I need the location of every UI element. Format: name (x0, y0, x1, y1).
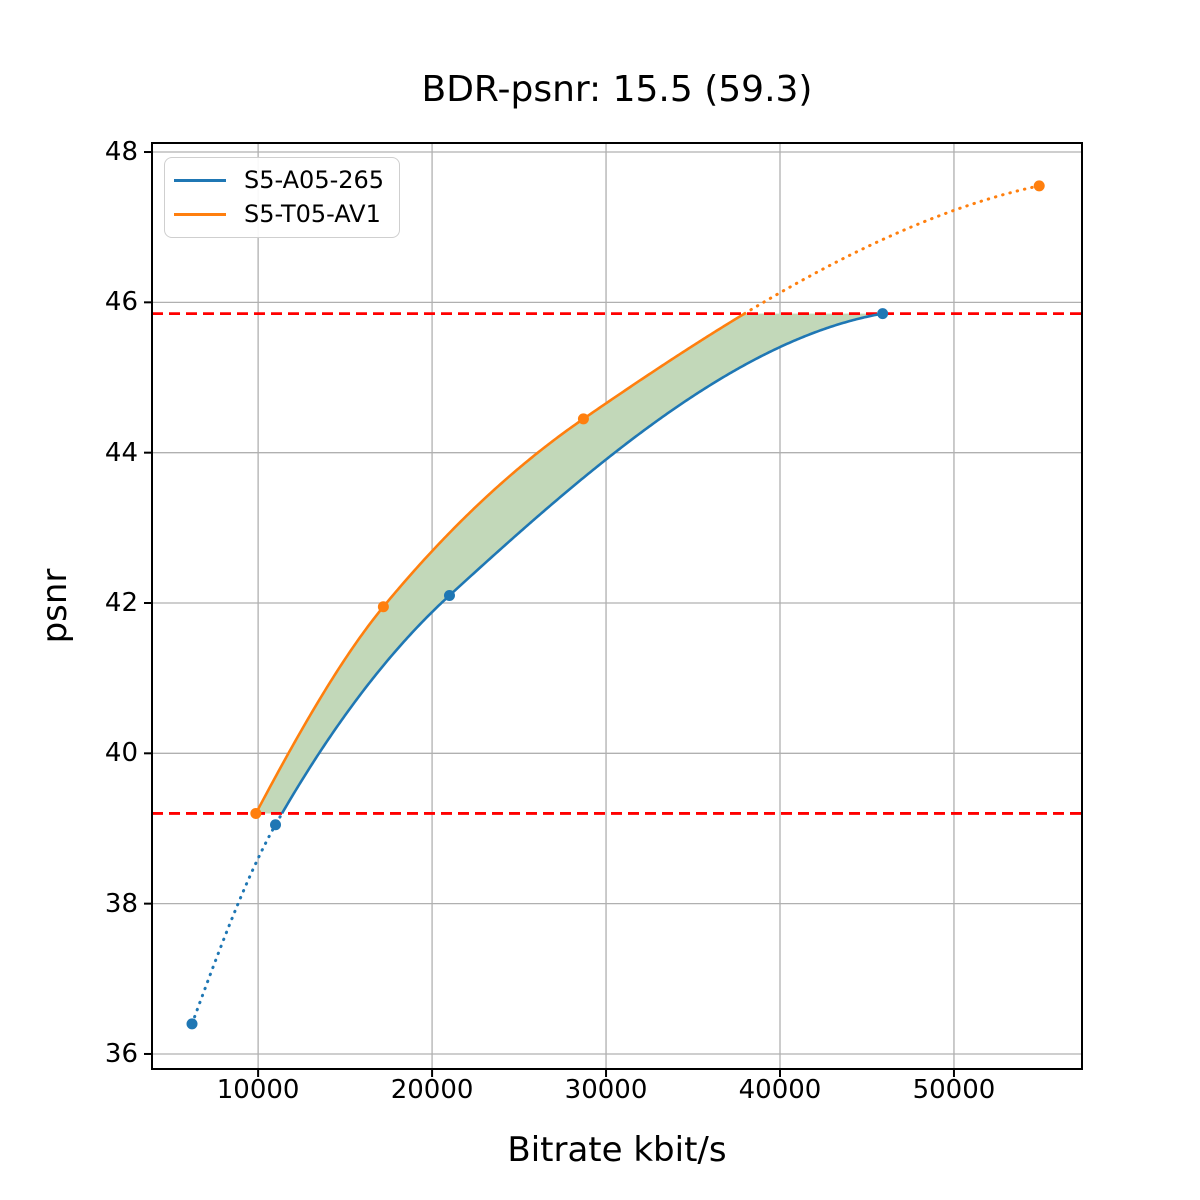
y-tick-label: 40 (104, 738, 138, 769)
legend-line-sample-icon (174, 179, 226, 182)
x-tick-label: 10000 (216, 1075, 300, 1105)
series-marker (577, 413, 589, 425)
y-tick-label: 48 (104, 137, 138, 168)
overlap-fill (255, 313, 883, 814)
series-line (254, 312, 746, 815)
series-marker (377, 601, 389, 613)
series-line (280, 312, 883, 815)
legend-line-sample-icon (174, 213, 226, 216)
x-tick-label: 30000 (564, 1075, 648, 1105)
series-line-dotted (742, 184, 1041, 316)
series-marker (877, 308, 889, 320)
y-tick-label: 38 (104, 888, 138, 919)
x-tick-label: 20000 (390, 1075, 474, 1105)
legend-label: S5-T05-AV1 (244, 200, 381, 228)
legend-item-s5-a05-265: S5-A05-265 (174, 167, 389, 194)
x-tick-label: 40000 (738, 1075, 822, 1105)
series-line-dotted (190, 811, 284, 1026)
y-tick-label: 44 (104, 437, 138, 468)
series-marker (443, 589, 455, 601)
series-marker (270, 819, 282, 831)
series-marker (186, 1018, 198, 1030)
legend: S5-A05-265 S5-T05-AV1 (164, 157, 400, 238)
y-tick-label: 46 (104, 287, 138, 318)
series-marker (250, 807, 262, 819)
legend-label: S5-A05-265 (244, 166, 385, 194)
y-tick-label: 36 (104, 1038, 138, 1069)
y-tick-label: 42 (104, 587, 138, 618)
legend-item-s5-t05-av1: S5-T05-AV1 (174, 201, 389, 228)
chart-title: BDR-psnr: 15.5 (59.3) (421, 69, 813, 110)
axes-spines (151, 142, 1083, 1070)
x-tick-label: 50000 (912, 1075, 996, 1105)
series-marker (1033, 180, 1045, 192)
x-axis-label: Bitrate kbit/s (507, 1130, 727, 1170)
